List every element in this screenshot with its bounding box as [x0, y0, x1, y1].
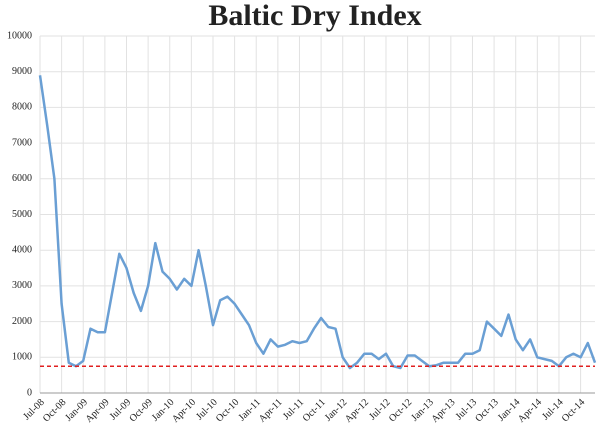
data-line — [38, 75, 597, 370]
y-tick-label: 9000 — [12, 66, 32, 77]
x-tick-label: Apr-14 — [516, 397, 544, 425]
x-tick-label: Apr-09 — [84, 397, 112, 425]
x-tick-label: Apr-10 — [170, 397, 198, 425]
x-tick-label: Oct-14 — [560, 397, 587, 424]
x-tick-label: Apr-13 — [430, 397, 458, 425]
x-tick-label: Oct-13 — [473, 397, 500, 424]
chart-title: Baltic Dry Index — [208, 0, 421, 32]
x-tick-label: Oct-12 — [387, 397, 414, 424]
x-tick-label: Oct-10 — [214, 397, 241, 424]
y-tick-label: 7000 — [12, 137, 32, 148]
y-tick-label: 10000 — [7, 30, 32, 41]
x-tick-label: Oct-09 — [127, 397, 154, 424]
y-tick-label: 3000 — [12, 280, 32, 291]
y-tick-label: 2000 — [12, 316, 32, 327]
x-tick-label: Oct-11 — [301, 397, 328, 424]
x-tick-label: Apr-11 — [257, 397, 285, 425]
y-tick-label: 0 — [27, 387, 32, 398]
y-tick-label: 4000 — [12, 244, 32, 255]
y-tick-label: 1000 — [12, 352, 32, 363]
y-tick-label: 8000 — [12, 102, 32, 113]
y-tick-label: 6000 — [12, 173, 32, 184]
y-tick-label: 5000 — [12, 209, 32, 220]
x-tick-label: Apr-12 — [343, 397, 371, 425]
x-tick-label: Oct-08 — [41, 397, 68, 424]
